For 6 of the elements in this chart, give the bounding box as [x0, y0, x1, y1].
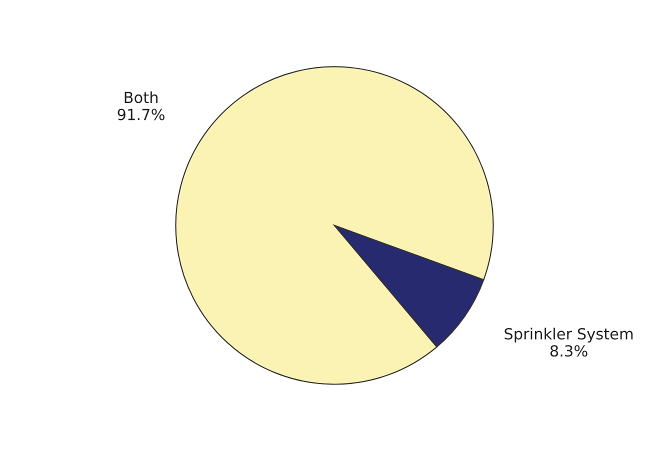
slice-label: Both: [124, 91, 158, 104]
pie-slice: [175, 66, 494, 385]
data-label: 8.3%: [550, 345, 588, 357]
pie-slice: [334, 224, 484, 348]
slice-label: Sprinkler System: [504, 328, 633, 343]
data-label: 91.7%: [118, 108, 164, 120]
